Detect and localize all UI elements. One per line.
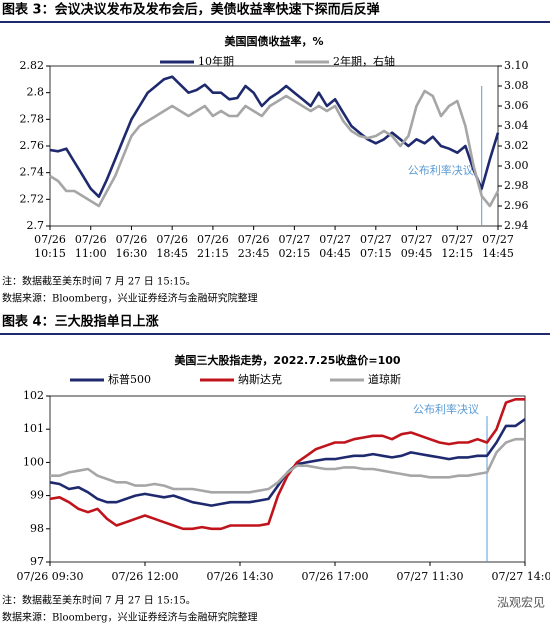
y-tick-label: 2.8 — [27, 86, 45, 99]
x-tick-line: 11:00 — [75, 247, 107, 260]
note: 注：数据截至美东时间 7 月 27 日 15:15。 — [2, 594, 196, 607]
x-tick-line: 14:45 — [482, 247, 514, 260]
series-line — [49, 398, 525, 531]
y2-tick-label: 2.96 — [504, 199, 529, 212]
x-tick-line: 07/27 — [279, 233, 311, 246]
x-tick-line: 10:15 — [34, 247, 66, 260]
x-tick-label: 07/27 07:15 — [360, 233, 392, 260]
x-tick-line: 21:15 — [197, 247, 229, 260]
y-tick-label: 97 — [30, 555, 44, 568]
chart-title: 美国国债收益率，% — [224, 34, 323, 48]
y-tick-label: 2.74 — [20, 166, 45, 179]
x-tick-line: 12:15 — [441, 247, 473, 260]
x-tick-line: 09:45 — [401, 247, 433, 260]
event-label: 公布利率决议 — [413, 402, 479, 416]
series-line — [49, 75, 500, 198]
x-tick-label: 07/27 14:00 — [492, 570, 550, 583]
x-tick-line: 07/27 — [319, 233, 351, 246]
y2-tick-label: 3.02 — [504, 139, 529, 152]
y-tick-label: 101 — [23, 422, 44, 435]
x-tick-label: 07/26 17:00 — [302, 570, 369, 583]
y-tick-label: 2.76 — [20, 139, 45, 152]
y2-tick-label: 2.98 — [504, 179, 529, 192]
x-tick-label: 07/26 18:45 — [156, 233, 188, 260]
legend-label: 道琼斯 — [368, 372, 401, 386]
x-tick-label: 07/27 02:15 — [279, 233, 311, 260]
note: 注：数据截至美东时间 7 月 27 日 15:15。 — [2, 275, 196, 288]
legend-label: 纳斯达克 — [238, 373, 282, 386]
x-tick-label: 07/27 14:45 — [482, 233, 514, 260]
x-tick-line: 23:45 — [238, 247, 270, 260]
y-tick-label: 100 — [23, 455, 44, 468]
x-tick-label: 07/27 11:30 — [397, 570, 464, 583]
y2-tick-label: 3.08 — [504, 79, 529, 92]
legend-label: 10年期 — [198, 54, 234, 68]
x-tick-label: 07/26 16:30 — [116, 233, 148, 260]
y2-tick-label: 3.10 — [504, 59, 529, 72]
x-tick-line: 07/26 — [116, 233, 148, 246]
x-tick-line: 04:45 — [319, 247, 351, 260]
x-tick-line: 02:15 — [279, 247, 311, 260]
y-tick-label: 2.7 — [27, 219, 45, 232]
x-tick-line: 16:30 — [116, 247, 148, 260]
y-tick-label: 2.72 — [20, 192, 45, 205]
y2-tick-label: 3.04 — [504, 119, 529, 132]
y-tick-label: 98 — [30, 522, 44, 535]
series-line — [50, 437, 525, 494]
x-tick-line: 07/27 — [441, 233, 473, 246]
y2-tick-label: 3.00 — [504, 159, 529, 172]
series-line — [49, 89, 500, 208]
series-line — [49, 418, 526, 507]
header-rule — [0, 21, 550, 23]
x-tick-line: 07/26 — [34, 233, 66, 246]
chart-title: 美国三大股指走势，2022.7.25收盘价=100 — [174, 353, 400, 367]
x-tick-label: 07/27 04:45 — [319, 233, 351, 260]
x-tick-line: 07/26 — [238, 233, 270, 246]
x-tick-label: 07/27 09:45 — [401, 233, 433, 260]
y-tick-label: 99 — [30, 489, 44, 502]
legend-label: 2年期，右轴 — [333, 54, 395, 68]
source: 数据来源：Bloomberg，兴业证券经济与金融研究院整理 — [2, 292, 258, 305]
header-rule — [0, 333, 550, 335]
x-tick-line: 18:45 — [156, 247, 188, 260]
source: 数据来源：Bloomberg，兴业证券经济与金融研究院整理 — [2, 611, 258, 624]
legend-label: 标普500 — [108, 372, 151, 386]
x-tick-label: 07/26 11:00 — [75, 233, 107, 260]
x-tick-label: 07/26 10:15 — [34, 233, 66, 260]
event-label: 公布利率决议 — [408, 163, 474, 177]
y2-tick-label: 3.06 — [504, 99, 529, 112]
x-tick-label: 07/27 12:15 — [441, 233, 473, 260]
x-tick-line: 07/27 — [360, 233, 392, 246]
plot-frame — [49, 395, 526, 563]
watermark: 泓观宏见 — [497, 595, 545, 610]
x-tick-line: 07/26 — [197, 233, 229, 246]
x-tick-line: 07/27 — [401, 233, 433, 246]
y-tick-label: 2.82 — [20, 59, 45, 72]
x-tick-line: 07:15 — [360, 247, 392, 260]
x-tick-label: 07/26 12:00 — [112, 570, 179, 583]
figure-header: 图表 4：三大股指单日上涨 — [2, 314, 159, 330]
figure-header: 图表 3：会议决议发布及发布会后，美债收益率快速下探而后反弹 — [2, 2, 380, 18]
y-tick-label: 102 — [23, 389, 44, 402]
x-tick-line: 07/27 — [482, 233, 514, 246]
x-tick-label: 07/26 09:30 — [17, 570, 84, 583]
y-tick-label: 2.78 — [20, 112, 45, 125]
x-tick-label: 07/26 14:30 — [207, 570, 274, 583]
x-tick-label: 07/26 23:45 — [238, 233, 270, 260]
y2-tick-label: 2.94 — [504, 219, 529, 232]
x-tick-label: 07/26 21:15 — [197, 233, 229, 260]
plot-frame — [49, 65, 499, 227]
x-tick-line: 07/26 — [156, 233, 188, 246]
x-tick-line: 07/26 — [75, 233, 107, 246]
